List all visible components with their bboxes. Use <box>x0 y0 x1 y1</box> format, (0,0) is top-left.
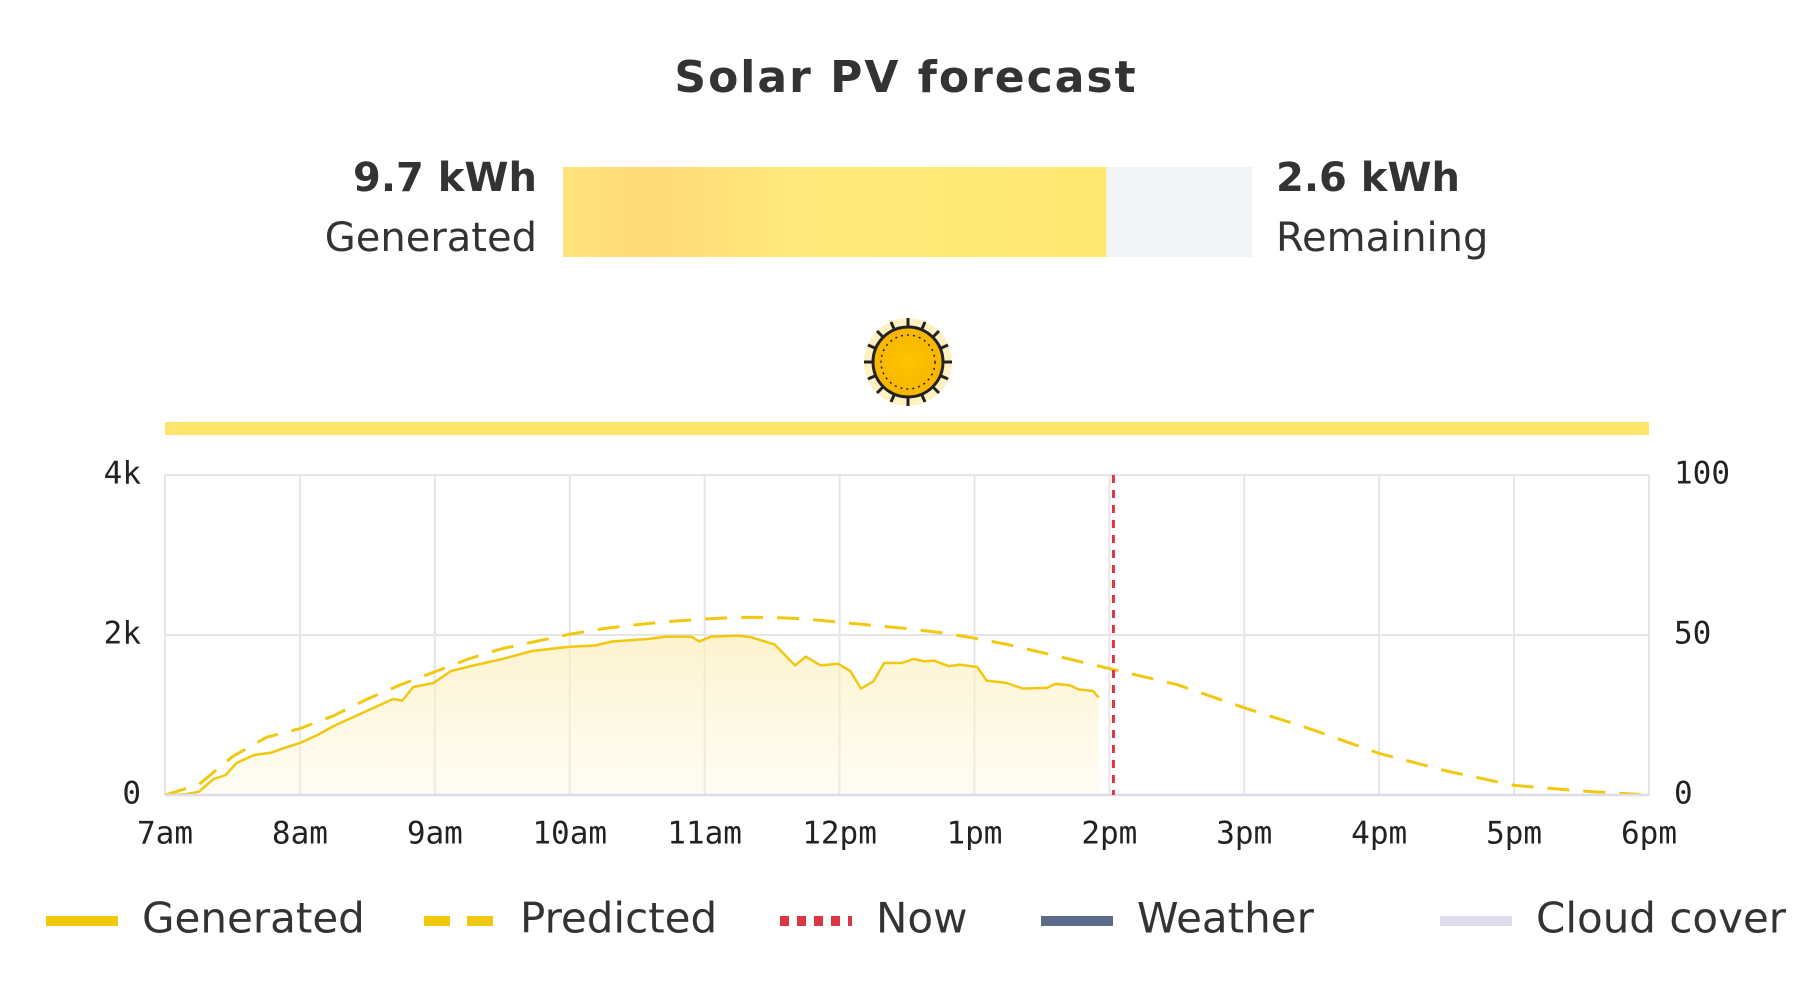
x-tick-label: 8am <box>272 816 328 852</box>
remaining-amount: 2.6 kWh <box>1276 155 1460 201</box>
weather-strip <box>165 422 1649 435</box>
legend: Generated Predicted Now Weather Cloud cover <box>46 894 1787 943</box>
generated-bar <box>563 167 1107 257</box>
legend-label: Predicted <box>520 894 717 943</box>
x-tick-label: 1pm <box>946 816 1002 852</box>
x-tick-label: 4pm <box>1351 816 1407 852</box>
x-tick-label: 10am <box>532 816 607 852</box>
remaining-bar <box>1106 167 1252 257</box>
summary: 9.7 kWh Generated 2.6 kWh Remaining <box>325 155 1489 261</box>
x-tick-label: 2pm <box>1081 816 1137 852</box>
sun-icon <box>864 318 952 406</box>
y-tick-label: 0 <box>122 776 141 812</box>
y-tick-label: 4k <box>104 456 142 492</box>
legend-label: Weather <box>1137 894 1315 943</box>
remaining-caption: Remaining <box>1276 215 1488 261</box>
y-tick-label: 2k <box>104 616 142 652</box>
series-line <box>164 615 1650 797</box>
y2-tick-label: 50 <box>1674 616 1711 652</box>
y2-tick-label: 100 <box>1674 456 1730 492</box>
x-tick-label: 5pm <box>1486 816 1542 852</box>
x-tick-label: 6pm <box>1621 816 1677 852</box>
legend-label: Generated <box>142 894 365 943</box>
x-tick-label: 12pm <box>802 816 877 852</box>
series-area <box>165 635 1099 795</box>
x-tick-label: 9am <box>407 816 463 852</box>
chart-title: Solar PV forecast <box>674 52 1137 103</box>
plot-area <box>164 474 1650 797</box>
legend-label: Cloud cover <box>1536 894 1787 943</box>
legend-label: Now <box>876 894 967 943</box>
generated-caption: Generated <box>325 215 537 261</box>
y2-tick-label: 0 <box>1674 776 1693 812</box>
x-tick-label: 3pm <box>1216 816 1272 852</box>
generated-amount: 9.7 kWh <box>353 155 537 201</box>
x-tick-label: 7am <box>137 816 193 852</box>
series-line <box>164 634 1100 797</box>
x-tick-label: 11am <box>667 816 742 852</box>
